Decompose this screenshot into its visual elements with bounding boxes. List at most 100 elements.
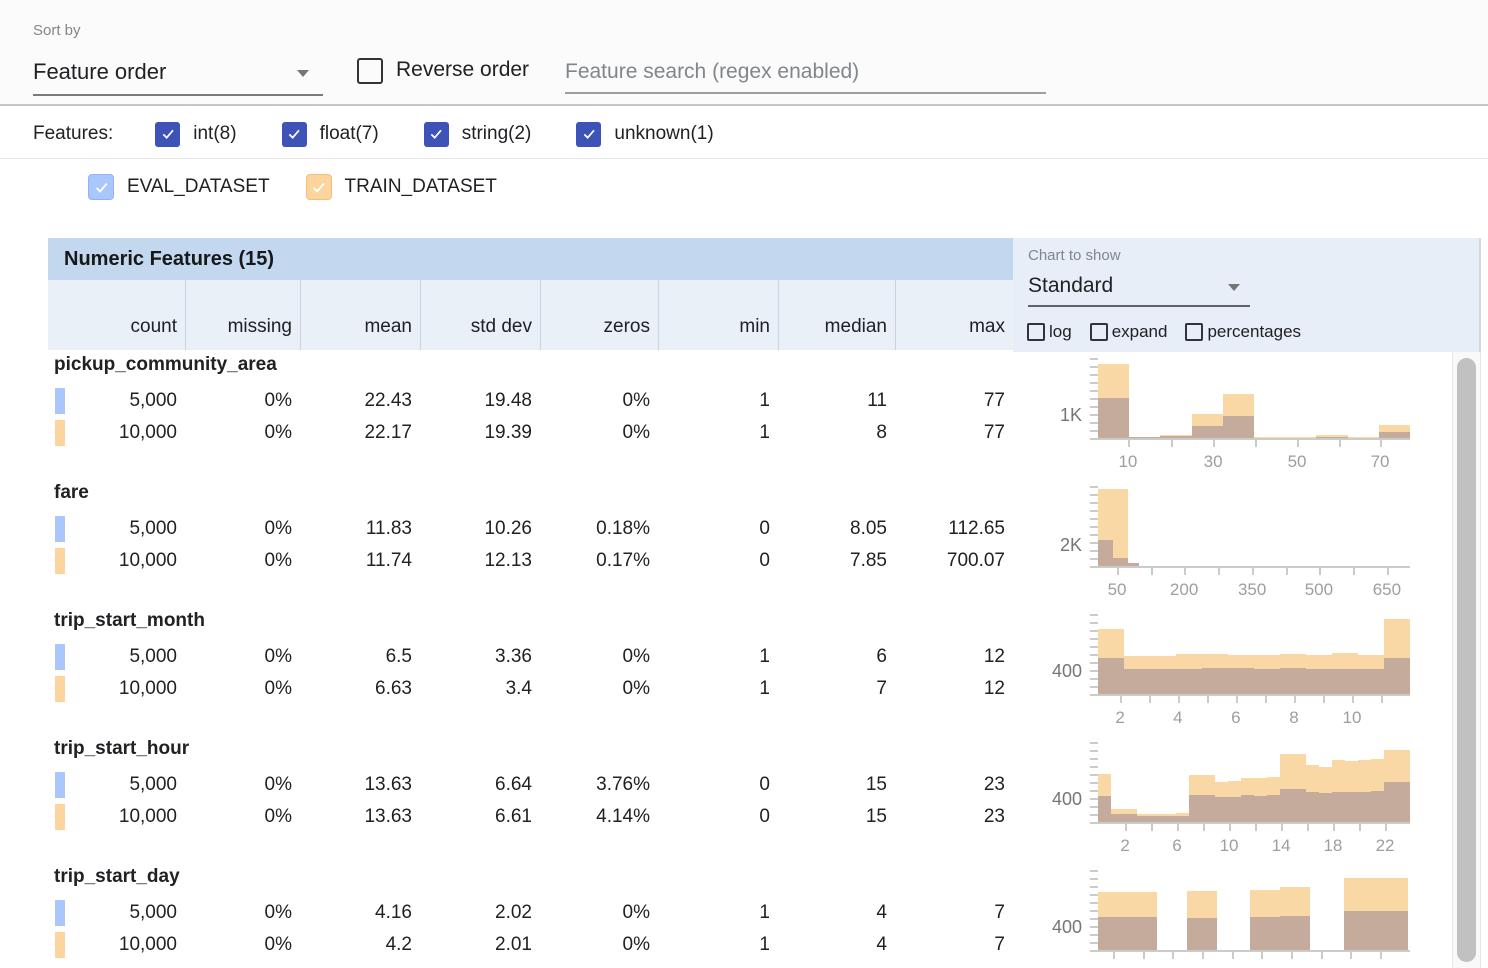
checkbox-checked[interactable] — [576, 122, 601, 147]
eval-overlap-bar — [1124, 814, 1137, 822]
toggle-label: log — [1049, 322, 1072, 342]
feature-name: trip_start_day — [54, 866, 180, 888]
x-axis-tick — [1352, 696, 1354, 703]
y-axis-tick — [1090, 918, 1098, 920]
train-bar — [1113, 489, 1128, 566]
y-axis-tick — [1090, 382, 1098, 384]
y-axis-tick — [1090, 790, 1098, 792]
chart-type-dropdown[interactable]: Standard — [1028, 269, 1250, 307]
feature-type-filter-label: float(7) — [320, 123, 379, 145]
stat-value-std-dev: 2.01 — [420, 930, 540, 960]
eval-overlap-bar — [1306, 792, 1319, 822]
checkbox-unchecked[interactable] — [1027, 323, 1045, 341]
eval-overlap-bar — [1280, 789, 1293, 822]
column-header-count: count — [48, 280, 185, 350]
toggle-label: percentages — [1207, 322, 1301, 342]
checkbox-checked[interactable] — [424, 122, 449, 147]
stat-value-std-dev: 3.4 — [420, 674, 540, 704]
eval-overlap-bar — [1228, 668, 1254, 694]
y-axis-tick — [1090, 878, 1098, 880]
checkbox-checked[interactable] — [282, 122, 307, 147]
feature-type-filter-unknown: unknown(1) — [576, 122, 713, 147]
stat-value-mean: 13.63 — [300, 770, 420, 800]
feature-name: pickup_community_area — [54, 354, 277, 376]
eval-overlap-bar — [1150, 669, 1176, 694]
eval-overlap-bar — [1332, 669, 1358, 694]
stat-value-mean: 4.2 — [300, 930, 420, 960]
stat-value-zeros: 0% — [540, 898, 658, 928]
y-axis-label: 400 — [1020, 917, 1082, 938]
column-header-std-dev: std dev — [420, 280, 540, 350]
sort-by-label: Sort by — [33, 22, 81, 39]
dataset-legend-item: TRAIN_DATASET — [306, 174, 497, 200]
stat-value-min: 1 — [658, 418, 778, 448]
x-axis-tick — [1218, 568, 1220, 575]
scrollbar-thumb[interactable] — [1457, 358, 1476, 962]
y-axis-label: 2K — [1020, 535, 1082, 556]
stat-value-zeros: 0% — [540, 386, 658, 416]
x-axis-tick — [1120, 696, 1122, 703]
eval-overlap-bar — [1187, 918, 1217, 950]
stat-value-std-dev: 2.02 — [420, 898, 540, 928]
eval-overlap-bar — [1319, 793, 1332, 822]
stat-value-max: 7 — [895, 930, 1013, 960]
x-tick-label: 30 — [1204, 452, 1223, 472]
checkbox-checked[interactable] — [155, 122, 180, 147]
feature-block-trip_start_hour: trip_start_hour5,0000%13.636.643.76%0152… — [48, 736, 1013, 864]
y-axis-tick — [1090, 614, 1098, 616]
stat-value-median: 15 — [778, 770, 895, 800]
sort-by-dropdown[interactable]: Feature order — [33, 52, 323, 96]
chart-toggle-row: logexpandpercentages — [1027, 322, 1301, 342]
x-tick-label: 350 — [1238, 580, 1266, 600]
x-axis-tick — [1359, 824, 1361, 831]
dataset-label: EVAL_DATASET — [127, 176, 270, 198]
y-axis-tick — [1090, 774, 1098, 776]
stat-value-count: 10,000 — [48, 930, 185, 960]
stat-value-std-dev: 3.36 — [420, 642, 540, 672]
y-axis-tick — [1090, 358, 1098, 360]
scrollbar-track[interactable] — [1452, 352, 1481, 968]
checkbox-unchecked[interactable] — [1090, 323, 1108, 341]
y-axis-tick — [1090, 646, 1098, 648]
reverse-order-checkbox[interactable] — [357, 58, 383, 84]
eval-overlap-bar — [1371, 791, 1384, 822]
feature-type-filter-label: unknown(1) — [614, 123, 713, 145]
y-axis-tick — [1090, 886, 1098, 888]
stat-value-count: 5,000 — [48, 514, 185, 544]
stat-value-missing: 0% — [185, 930, 300, 960]
dataset-checkbox[interactable] — [88, 174, 114, 200]
stat-value-mean: 13.63 — [300, 802, 420, 832]
x-tick-label: 4 — [1173, 708, 1182, 728]
y-axis-tick — [1090, 486, 1098, 488]
histogram-pickup_community_area: 1K10305070 — [1020, 352, 1450, 480]
x-axis-tick — [1261, 952, 1263, 959]
stat-value-zeros: 0% — [540, 642, 658, 672]
feature-type-filter-string: string(2) — [424, 122, 532, 147]
checkbox-unchecked[interactable] — [1185, 323, 1203, 341]
eval-overlap-bar — [1192, 426, 1223, 438]
stat-value-std-dev: 6.64 — [420, 770, 540, 800]
eval-overlap-bar — [1254, 796, 1267, 822]
column-header-mean: mean — [300, 280, 420, 350]
stat-value-mean: 4.16 — [300, 898, 420, 928]
eval-dataset-row: 5,0000%11.8310.260.18%08.05112.65 — [48, 514, 1013, 544]
histogram-fare: 2K50200350500650 — [1020, 480, 1450, 608]
stat-value-max: 23 — [895, 770, 1013, 800]
eval-overlap-bar — [1306, 669, 1332, 694]
eval-overlap-bar — [1098, 796, 1111, 822]
x-axis-line — [1098, 694, 1410, 696]
y-axis-tick — [1090, 414, 1098, 416]
stat-value-missing: 0% — [185, 802, 300, 832]
column-header-median: median — [778, 280, 895, 350]
feature-type-filter-label: int(8) — [193, 123, 236, 145]
x-axis-tick — [1149, 696, 1151, 703]
stat-value-count: 10,000 — [48, 546, 185, 576]
y-axis-tick — [1090, 526, 1098, 528]
eval-overlap-bar — [1176, 669, 1202, 694]
dataset-checkbox[interactable] — [306, 174, 332, 200]
stat-value-zeros: 3.76% — [540, 770, 658, 800]
dataset-legend: EVAL_DATASET TRAIN_DATASET — [88, 174, 497, 200]
stat-value-min: 1 — [658, 898, 778, 928]
search-input[interactable] — [565, 52, 1046, 92]
stat-value-std-dev: 6.61 — [420, 802, 540, 832]
